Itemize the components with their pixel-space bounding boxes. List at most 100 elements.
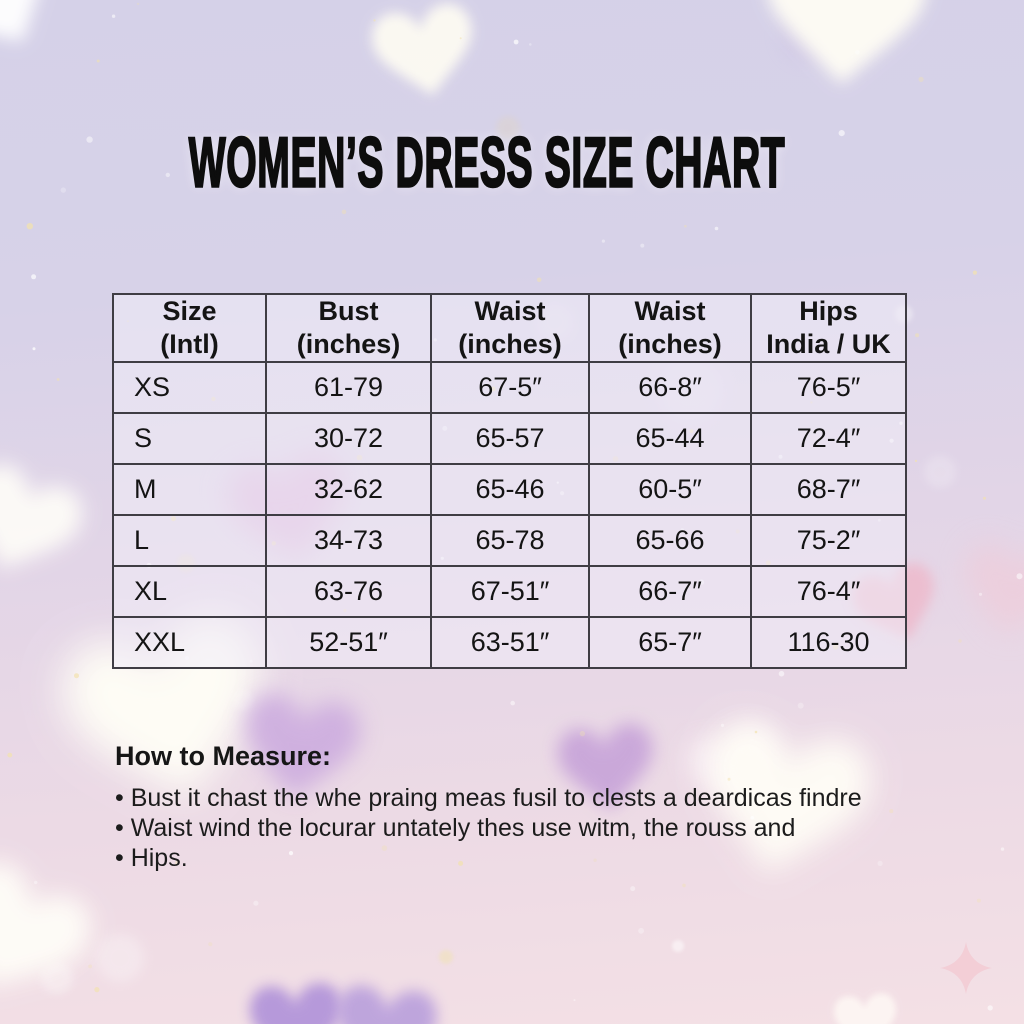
cell-waist-2: 65-66 [588, 513, 752, 567]
sparkle-dot [253, 900, 259, 906]
sparkle-dot [638, 927, 644, 934]
sparkle-dot [86, 136, 93, 143]
cell-bust: 63-76 [265, 564, 432, 618]
cell-hips: 75-2″ [750, 513, 907, 567]
sparkle-dot [60, 187, 66, 193]
cell-hips: 76-4″ [750, 564, 907, 618]
cell-waist-2: 60-5″ [588, 462, 752, 516]
sparkle-dot [165, 172, 170, 178]
table-row: L 34-73 65-78 65-66 75-2″ [112, 513, 907, 567]
sparkle-dot [1016, 573, 1023, 580]
sparkle-dot [579, 730, 586, 737]
cell-bust: 32-62 [265, 462, 432, 516]
sparkle-dot [529, 43, 532, 46]
sparkle-dot [459, 37, 462, 40]
sparkle-dot [341, 209, 347, 215]
sparkle-dot [797, 702, 804, 709]
heart-icon [330, 983, 440, 1024]
cell-size: XS [112, 360, 267, 414]
sparkle-dot [96, 59, 100, 63]
sparkle-dot [373, 19, 376, 22]
cell-hips: 76-5″ [750, 360, 907, 414]
heart-icon [248, 981, 346, 1024]
cell-waist: 67-5″ [430, 360, 590, 414]
column-header-size: Size (Intl) [112, 293, 267, 363]
cell-size: XL [112, 564, 267, 618]
table-header-row: Size (Intl) Bust (inches) Waist (inches)… [112, 293, 907, 363]
sparkle-dot [714, 226, 719, 231]
cell-waist-2: 66-7″ [588, 564, 752, 618]
heart-icon [368, 0, 482, 105]
sparkle-dot [244, 135, 250, 141]
sparkle-dot [32, 347, 36, 351]
sparkle-dot [855, 50, 860, 55]
sparkle-icon [940, 942, 992, 994]
sparkle-dot [958, 639, 962, 643]
sparkle-dot [727, 777, 731, 781]
column-header-bust: Bust (inches) [265, 293, 432, 363]
table-row: M 32-62 65-46 60-5″ 68-7″ [112, 462, 907, 516]
cell-size: S [112, 411, 267, 465]
sparkle-dot [136, 2, 140, 6]
sparkle-dot [778, 670, 785, 677]
how-to-measure-heading: How to Measure: [115, 741, 332, 771]
bokeh-circle [439, 950, 453, 964]
cell-size: M [112, 462, 267, 516]
cell-waist: 65-78 [430, 513, 590, 567]
cell-waist: 65-46 [430, 462, 590, 516]
page-title-wrap: WOMEN’S DRESS SIZE CHART [0, 126, 1024, 199]
sparkle-dot [34, 880, 38, 885]
cell-waist-2: 65-44 [588, 411, 752, 465]
measure-bullet-bust: Bust it chast the whe praing meas fusil … [115, 783, 862, 813]
bokeh-circle [672, 940, 684, 952]
sparkle-dot [536, 277, 542, 283]
cell-hips: 116-30 [750, 615, 907, 669]
cell-bust: 30-72 [265, 411, 432, 465]
table-row: XS 61-79 67-5″ 66-8″ 76-5″ [112, 360, 907, 414]
measure-bullet-waist: Waist wind the locurar untately thes use… [115, 813, 862, 843]
sparkle-dot [74, 673, 79, 679]
cell-hips: 68-7″ [750, 462, 907, 516]
bokeh-circle [496, 116, 520, 140]
sparkle-dot [754, 730, 758, 734]
sparkle-dot [914, 459, 918, 463]
sparkle-dot [838, 130, 845, 137]
sparkle-dot [88, 964, 92, 969]
table-row: S 30-72 65-57 65-44 72-4″ [112, 411, 907, 465]
sparkle-dot [513, 39, 519, 45]
cell-bust: 61-79 [265, 360, 432, 414]
heart-icon [0, 456, 91, 590]
sparkle-dot [918, 76, 924, 82]
sparkle-dot [721, 181, 726, 186]
heart-icon [0, 0, 84, 77]
sparkle-dot [447, 154, 453, 161]
sparkle-dot [682, 883, 686, 888]
how-to-measure-list: Bust it chast the whe praing meas fusil … [115, 783, 862, 873]
sparkle-icon [940, 942, 992, 994]
sparkle-dot [601, 239, 606, 243]
size-chart-table: Size (Intl) Bust (inches) Waist (inches)… [112, 293, 907, 669]
page-title: WOMEN’S DRESS SIZE CHART [188, 123, 786, 203]
cell-bust: 34-73 [265, 513, 432, 567]
sparkle-dot [720, 723, 725, 728]
sparkle-dot [915, 333, 920, 338]
sparkle-dot [94, 987, 100, 993]
sparkle-dot [983, 496, 986, 500]
column-header-waist-2: Waist (inches) [588, 293, 752, 363]
sparkle-dot [56, 378, 60, 381]
table-row: XL 63-76 67-51″ 66-7″ 76-4″ [112, 564, 907, 618]
sparkle-dot [26, 223, 33, 230]
cell-size: L [112, 513, 267, 567]
sparkle-dot [972, 270, 978, 275]
sparkle-dot [978, 592, 983, 596]
column-header-hips: Hips India / UK [750, 293, 907, 363]
cell-bust: 52-51″ [265, 615, 432, 669]
cell-waist: 67-51″ [430, 564, 590, 618]
sparkle-dot [111, 14, 116, 18]
sparkle-dot [630, 886, 636, 892]
sparkle-dot [640, 243, 645, 248]
heart-icon [0, 850, 103, 1020]
sparkle-dot [7, 752, 13, 758]
heart-icon [955, 539, 1024, 645]
